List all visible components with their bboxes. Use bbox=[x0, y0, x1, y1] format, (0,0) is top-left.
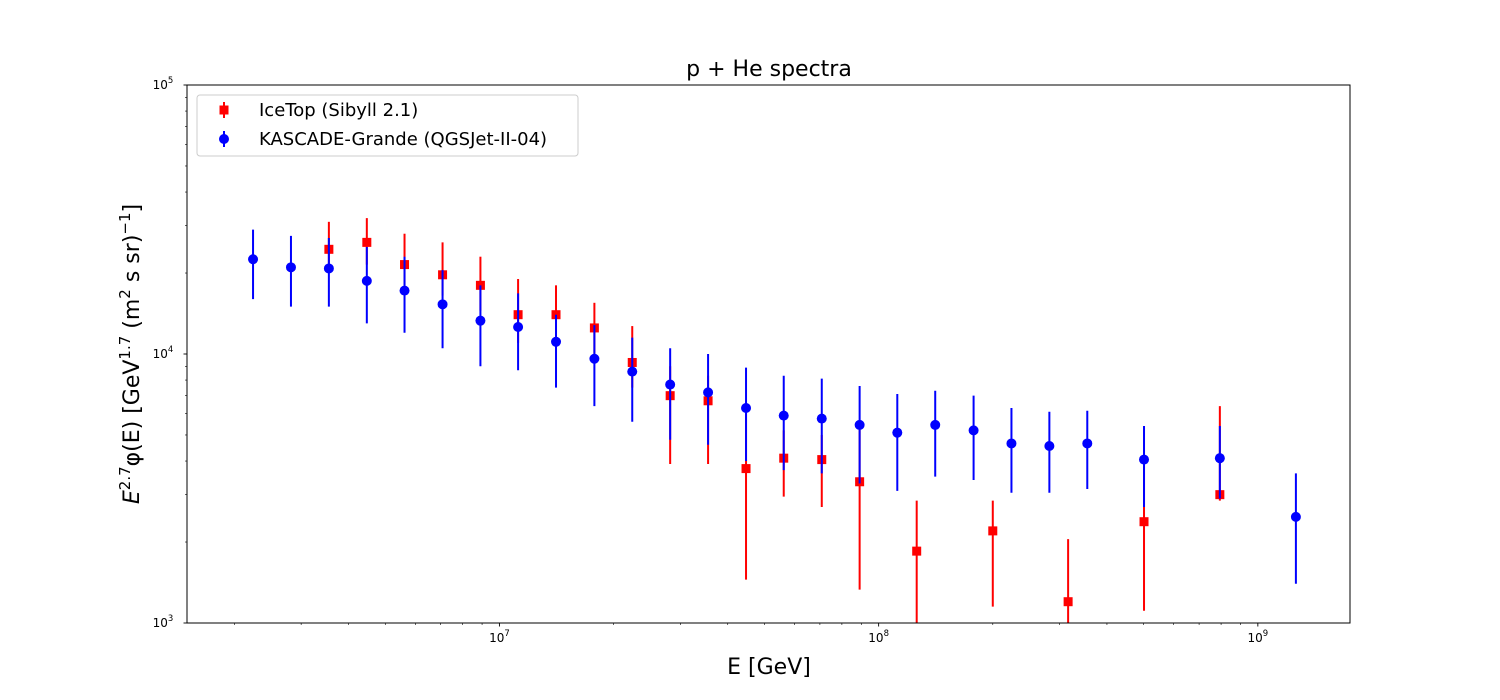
data-point-circle bbox=[968, 425, 979, 436]
x-tick-label: 107 bbox=[489, 629, 510, 645]
data-point-circle bbox=[1290, 511, 1301, 522]
y-tick-label: 105 bbox=[153, 76, 174, 92]
data-point-circle bbox=[1139, 454, 1150, 465]
y-axis-ticks: 103 104 105 bbox=[153, 76, 187, 630]
data-point-circle bbox=[1006, 438, 1017, 449]
data-point-circle bbox=[361, 275, 372, 286]
data-point-circle bbox=[475, 315, 486, 326]
series-layer bbox=[248, 218, 1301, 623]
data-point-circle bbox=[248, 254, 259, 265]
legend-label: IceTop (Sibyll 2.1) bbox=[259, 100, 418, 121]
data-point-circle bbox=[437, 299, 448, 310]
data-point-circle bbox=[930, 419, 941, 430]
plot-frame bbox=[186, 84, 1351, 624]
data-point-circle bbox=[285, 262, 296, 273]
data-point-circle bbox=[1082, 438, 1093, 449]
data-point-circle bbox=[589, 353, 600, 364]
data-point-circle bbox=[627, 366, 638, 377]
data-point-square bbox=[988, 526, 998, 536]
chart-title: p + He spectra bbox=[686, 57, 852, 82]
data-point-square bbox=[362, 237, 372, 247]
data-point-circle bbox=[551, 336, 562, 347]
data-point-circle bbox=[399, 285, 410, 296]
x-tick-label: 109 bbox=[1247, 629, 1268, 645]
data-point-circle bbox=[778, 410, 789, 421]
data-point-circle bbox=[741, 402, 752, 413]
legend-box bbox=[196, 94, 579, 157]
data-point-square bbox=[912, 546, 922, 556]
legend-square-swatch bbox=[219, 105, 229, 115]
data-point-square bbox=[1063, 597, 1073, 607]
data-point-circle bbox=[513, 322, 524, 333]
data-point-circle bbox=[1214, 453, 1225, 464]
x-tick-label: 108 bbox=[868, 629, 889, 645]
y-tick-label: 103 bbox=[153, 614, 174, 630]
x-axis-ticks: 107 108 109 bbox=[234, 623, 1268, 645]
y-tick-label: 104 bbox=[153, 345, 174, 361]
data-point-circle bbox=[703, 387, 714, 398]
x-axis-label: E [GeV] bbox=[727, 655, 811, 680]
y-axis-label: E2.7φ(E) [GeV1.7 (m2 s sr)−1] bbox=[116, 204, 145, 504]
legend-circle-swatch bbox=[219, 134, 229, 144]
legend-label: KASCADE-Grande (QGSJet-II-04) bbox=[259, 129, 547, 150]
data-point-circle bbox=[1044, 440, 1055, 451]
data-point-square bbox=[741, 464, 751, 474]
legend: IceTop (Sibyll 2.1) KASCADE-Grande (QGSJe… bbox=[196, 94, 579, 157]
data-point-circle bbox=[892, 427, 903, 438]
data-point-circle bbox=[665, 379, 676, 390]
series-kascade-grande bbox=[248, 229, 1301, 584]
data-point-square bbox=[1139, 517, 1149, 527]
data-point-circle bbox=[854, 419, 865, 430]
data-point-circle bbox=[816, 413, 827, 424]
data-point-circle bbox=[323, 263, 334, 274]
